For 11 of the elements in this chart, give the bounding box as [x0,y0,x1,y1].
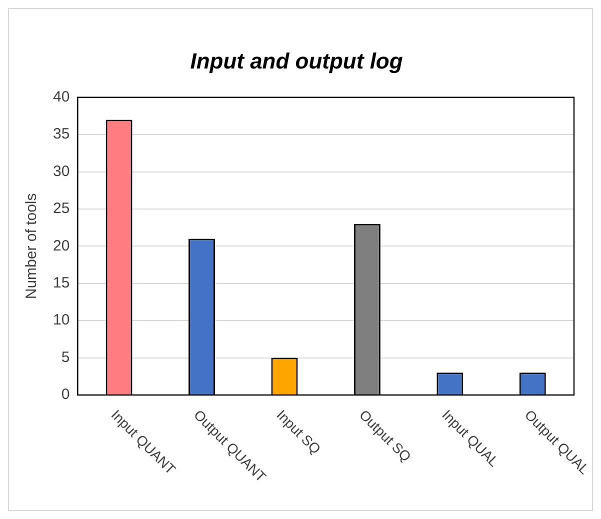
y-tick-label: 10 [52,312,70,329]
y-tick-label: 35 [52,126,70,143]
chart-title: Input and output log [190,48,404,74]
y-tick-label: 5 [61,348,70,366]
y-tick-label: 40 [52,88,70,106]
y-tick-label: 20 [52,237,70,254]
y-tick-label: 25 [52,200,70,218]
y-tick-label: 30 [52,162,70,180]
y-tick-label: 0 [61,386,70,404]
y-tick-label: 15 [52,274,70,292]
y-axis-title: Number of tools [23,193,40,300]
